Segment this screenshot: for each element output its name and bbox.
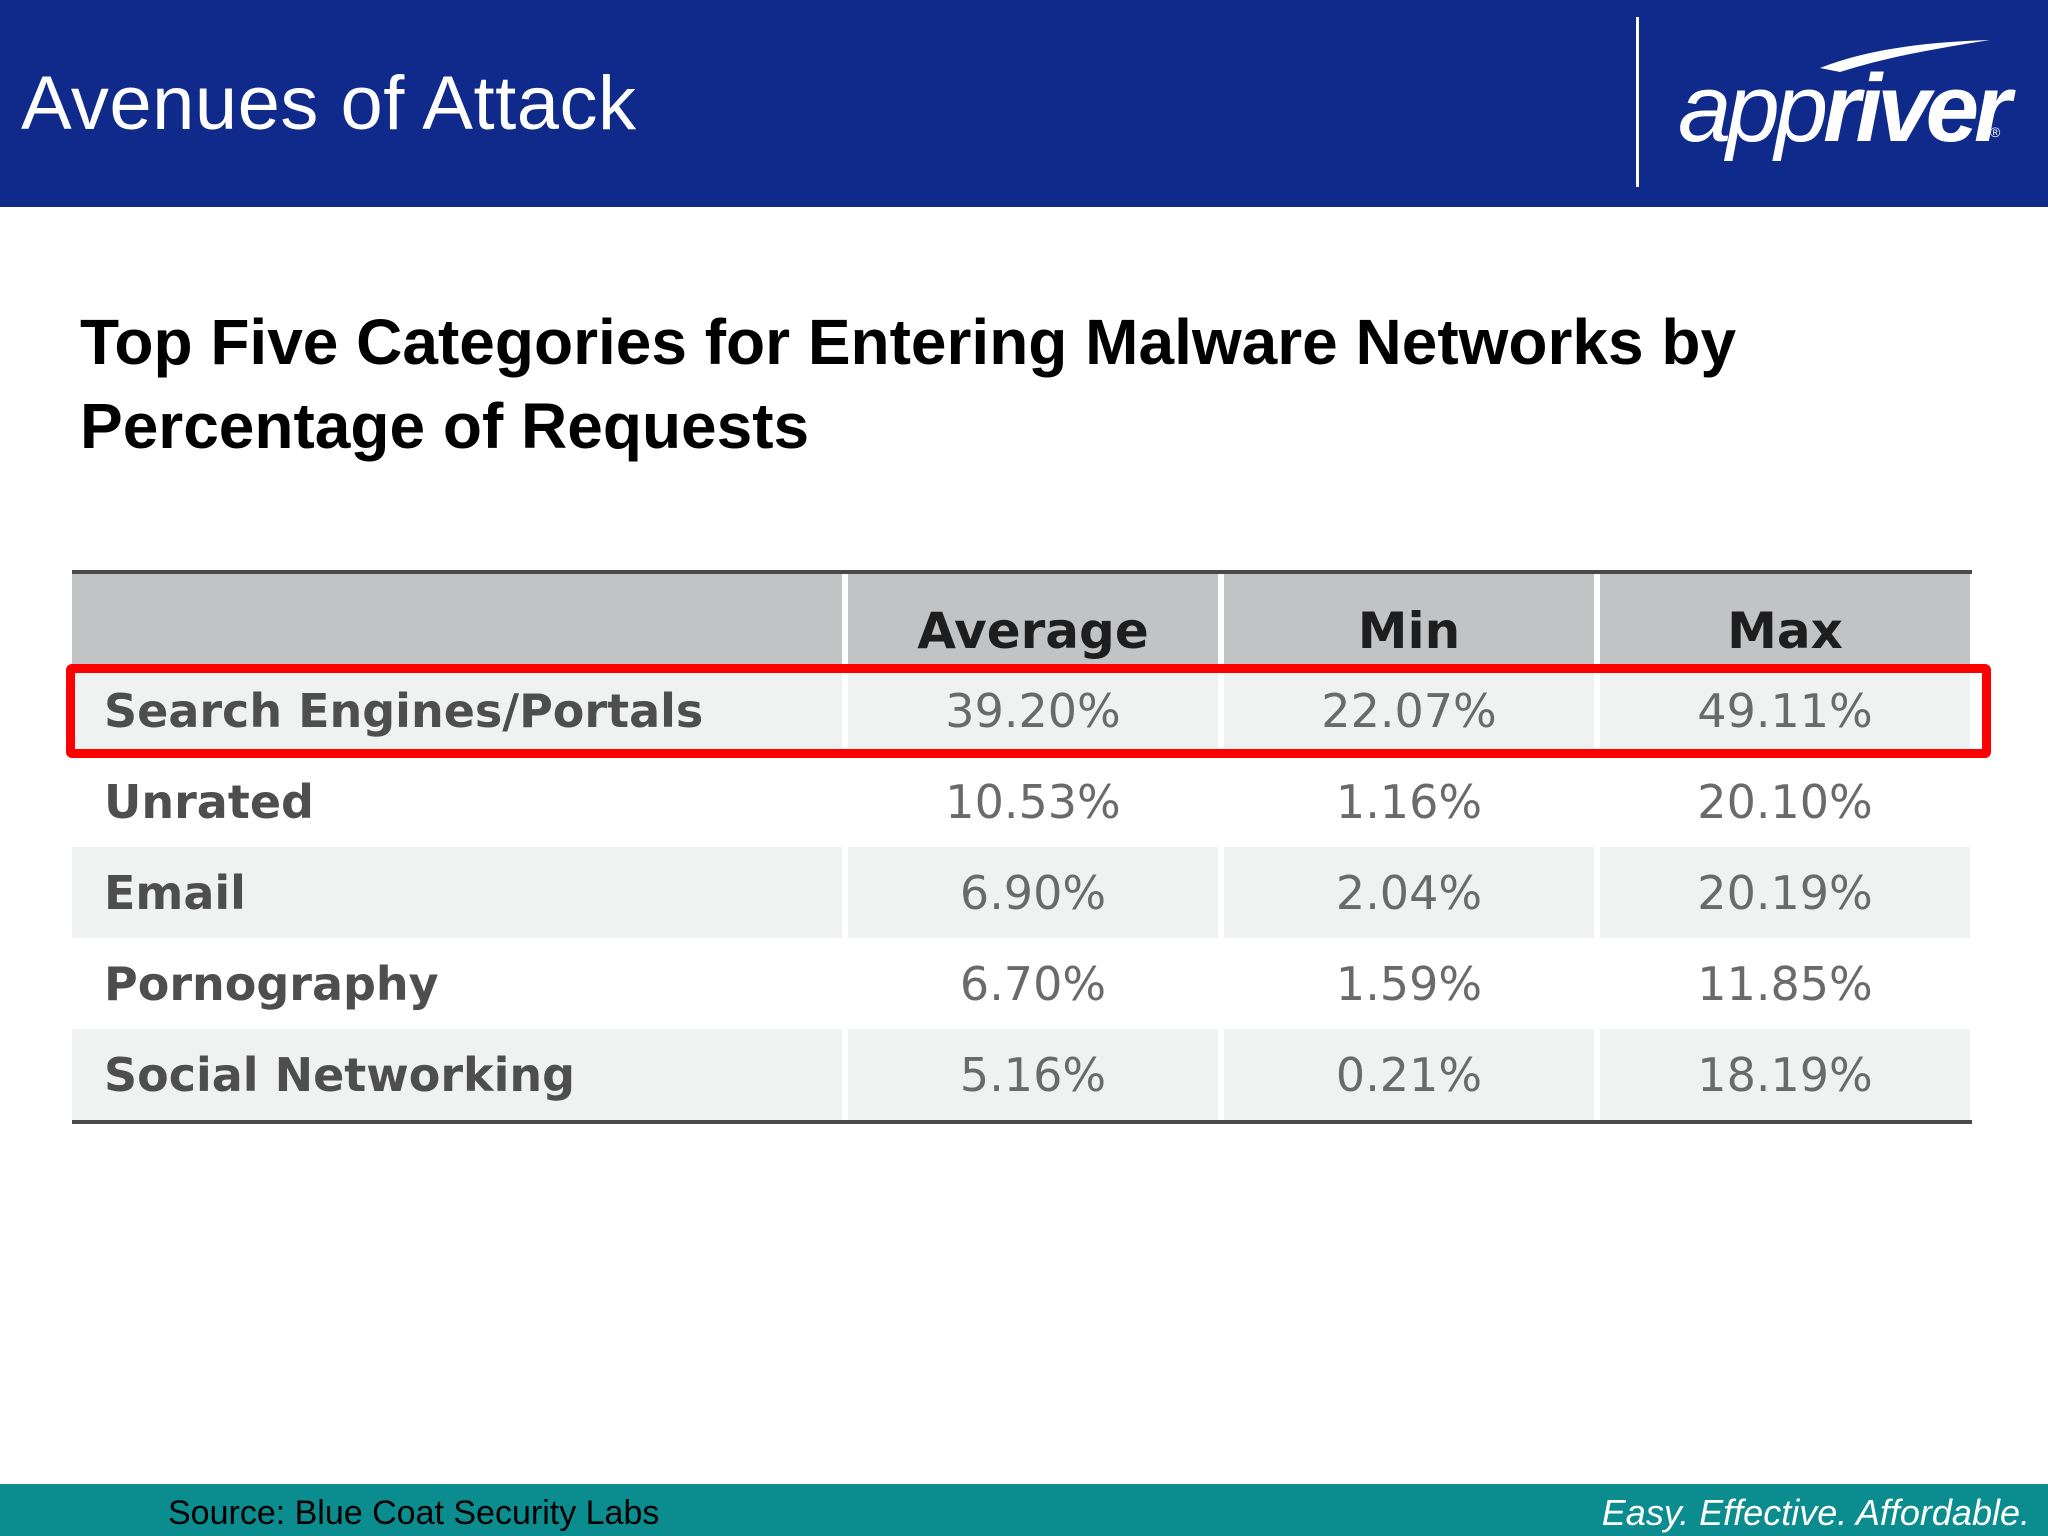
appriver-logo: appriver ® [1670,38,2011,168]
min-value: 1.59% [1218,938,1594,1029]
min-value: 22.07% [1218,665,1594,756]
footer-bar: Source: Blue Coat Security Labs Easy. Ef… [0,1484,2048,1536]
max-value: 11.85% [1594,938,1970,1029]
max-value: 18.19% [1594,1029,1970,1120]
row-label: Search Engines/Portals [72,665,842,756]
row-label: Social Networking [72,1029,842,1120]
slide-title: Avenues of Attack [21,61,637,146]
average-value: 6.70% [842,938,1218,1029]
highlight-box [66,664,1991,758]
title-bar: Avenues of Attack appriver ® [0,0,2048,207]
column-header-category [72,574,842,665]
source-text: Source: Blue Coat Security Labs [168,1494,660,1532]
table-row: Search Engines/Portals 39.20% 22.07% 49.… [72,665,1972,756]
column-header-average: Average [842,574,1218,665]
row-label: Unrated [72,756,842,847]
table-row: Social Networking 5.16% 0.21% 18.19% [72,1029,1972,1120]
table-row: Unrated 10.53% 1.16% 20.10% [72,756,1972,847]
content-heading: Top Five Categories for Entering Malware… [80,306,1737,462]
logo-text-river: river [1823,55,2011,162]
row-label: Email [72,847,842,938]
logo-swoosh-icon [1820,40,1990,72]
table-header-row: Average Min Max [72,574,1972,665]
row-label: Pornography [72,938,842,1029]
table-row: Email 6.90% 2.04% 20.19% [72,847,1972,938]
header-divider [1636,17,1639,187]
column-header-min: Min [1218,574,1594,665]
min-value: 2.04% [1218,847,1594,938]
min-value: 0.21% [1218,1029,1594,1120]
max-value: 20.10% [1594,756,1970,847]
registered-mark: ® [1990,124,2001,140]
max-value: 49.11% [1594,665,1970,756]
logo-wordmark: appriver [1678,54,2011,164]
average-value: 39.20% [842,665,1218,756]
tagline: Easy. Effective. Affordable. [1601,1492,2030,1533]
logo-text-app: app [1678,55,1828,162]
average-value: 5.16% [842,1029,1218,1120]
table-row: Pornography 6.70% 1.59% 11.85% [72,938,1972,1029]
average-value: 6.90% [842,847,1218,938]
malware-categories-table: Average Min Max Search Engines/Portals 3… [72,570,1972,1124]
min-value: 1.16% [1218,756,1594,847]
max-value: 20.19% [1594,847,1970,938]
average-value: 10.53% [842,756,1218,847]
column-header-max: Max [1594,574,1970,665]
